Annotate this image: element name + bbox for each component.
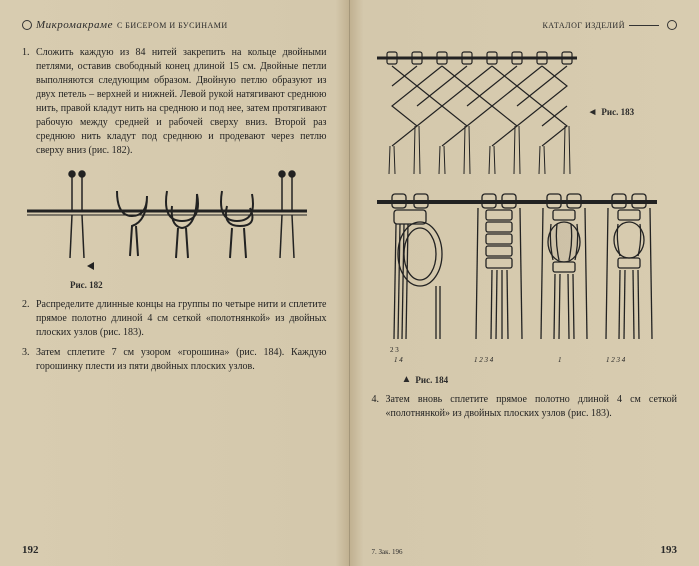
figure-184: 2 3: [372, 184, 678, 385]
item-text: Сложить каждую из 84 нитей закрепить на …: [36, 46, 327, 158]
fig-numbers: 1 4: [394, 356, 403, 364]
mesh-diagram-icon: [372, 46, 582, 176]
page-right: КАТАЛОГ ИЗДЕЛИЙ: [350, 0, 699, 566]
figure-label-side: ◄ Рис. 183: [588, 102, 635, 120]
page-number: 192: [22, 544, 39, 556]
bead-knot-diagram-icon: 2 3: [372, 184, 662, 374]
item-number: 2.: [22, 298, 36, 340]
item-text: Затем сплетите 7 см узором «горошина» (р…: [36, 346, 327, 374]
item-number: 3.: [22, 346, 36, 374]
left-body-2: 2. Распределите длинные концы на группы …: [22, 298, 327, 374]
figure-183: ◄ Рис. 183: [372, 46, 678, 176]
item-text: Затем вновь сплетите прямое полотно длин…: [386, 393, 678, 421]
right-body: 4. Затем вновь сплетите прямое полотно д…: [372, 393, 678, 421]
item-number: 4.: [372, 393, 386, 421]
figure-182: Рис. 182: [22, 166, 327, 290]
knot-diagram-icon: [22, 166, 312, 276]
fig-numbers: 1 2 3 4: [474, 356, 494, 364]
header-ring-icon: [667, 20, 677, 30]
figure-label: Рис. 184: [415, 375, 448, 385]
list-item: 1. Сложить каждую из 84 нитей закрепить …: [22, 46, 327, 158]
footer-note: 7. Зак. 196: [372, 548, 403, 556]
arrow-left-icon: ◄: [588, 107, 598, 118]
header-right: КАТАЛОГ ИЗДЕЛИЙ: [372, 18, 678, 32]
header-line-icon: [629, 25, 659, 26]
fig-numbers: 1 2 3 4: [606, 356, 626, 364]
svg-text:2 3: 2 3: [390, 346, 399, 354]
page-left: Микромакраме С БИСЕРОМ И БУСИНАМИ 1. Сло…: [0, 0, 350, 566]
list-item: 4. Затем вновь сплетите прямое полотно д…: [372, 393, 678, 421]
left-body: 1. Сложить каждую из 84 нитей закрепить …: [22, 46, 327, 158]
header-left: Микромакраме С БИСЕРОМ И БУСИНАМИ: [22, 18, 327, 32]
book-spread: Микромакраме С БИСЕРОМ И БУСИНАМИ 1. Сло…: [0, 0, 699, 566]
figure-label: Рис. 182: [70, 280, 327, 290]
header-ring-icon: [22, 20, 32, 30]
arrow-up-icon: ▲: [402, 374, 412, 385]
item-number: 1.: [22, 46, 36, 158]
list-item: 2. Распределите длинные концы на группы …: [22, 298, 327, 340]
list-item: 3. Затем сплетите 7 см узором «горошина»…: [22, 346, 327, 374]
header-title-caps: С БИСЕРОМ И БУСИНАМИ: [117, 21, 228, 30]
header-title: КАТАЛОГ ИЗДЕЛИЙ: [542, 21, 625, 30]
item-text: Распределите длинные концы на группы по …: [36, 298, 327, 340]
figure-label: Рис. 183: [601, 107, 634, 117]
header-title-script: Микромакраме: [36, 19, 113, 31]
fig-numbers: 1: [558, 356, 562, 364]
page-number: 193: [661, 544, 678, 556]
